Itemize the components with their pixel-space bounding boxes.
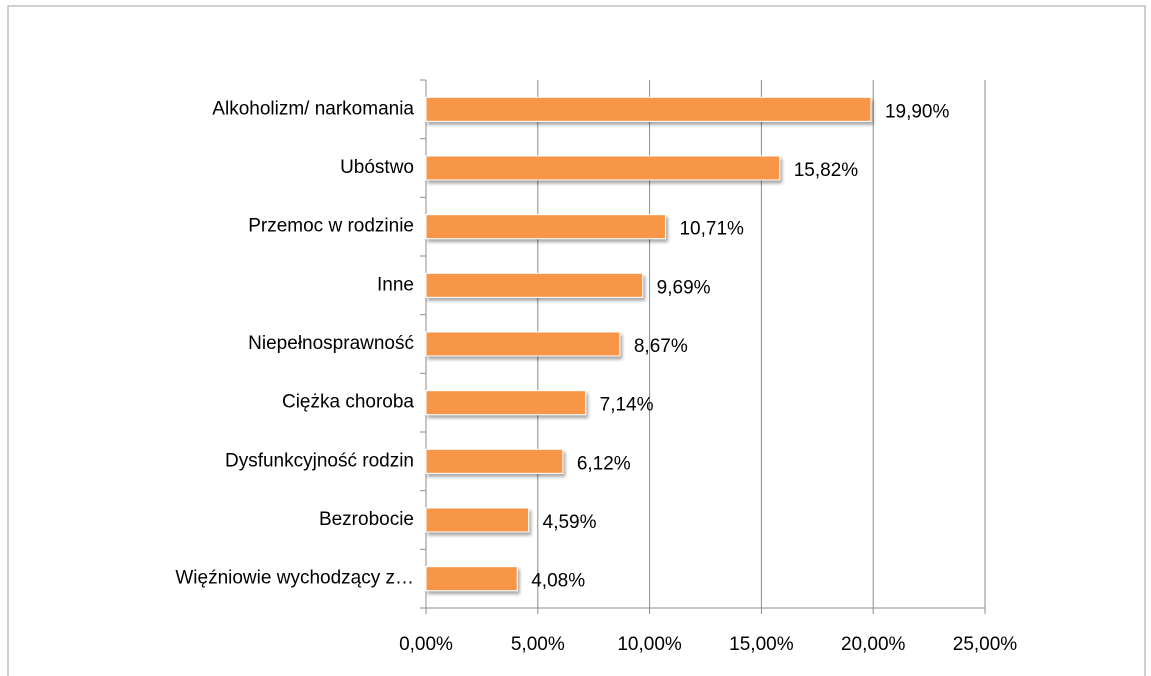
x-tick-label: 5,00%	[511, 634, 565, 655]
value-label: 19,90%	[885, 101, 950, 122]
y-tick-label: Więźniowie wychodzący z…	[175, 568, 414, 589]
y-tick-label: Dysfunkcyjność rodzin	[225, 450, 414, 471]
value-label: 9,69%	[657, 277, 711, 298]
value-label: 10,71%	[679, 219, 744, 240]
bar	[425, 272, 644, 298]
value-label: 4,08%	[531, 571, 585, 592]
value-label: 15,82%	[794, 160, 859, 181]
x-tick-label: 10,00%	[617, 634, 682, 655]
bar	[425, 214, 666, 240]
y-tick-label: Przemoc w rodzinie	[248, 216, 414, 237]
y-tick-label: Alkoholizm/ narkomania	[212, 98, 414, 119]
y-tick-label: Bezrobocie	[319, 509, 414, 530]
y-tick-label: Ubóstwo	[340, 157, 414, 178]
y-tick-label: Niepełnosprawność	[248, 333, 414, 354]
y-tick-label: Ciężka choroba	[282, 392, 414, 413]
x-tick-label: 15,00%	[729, 634, 794, 655]
bar	[425, 96, 872, 122]
chart-frame	[7, 5, 1146, 676]
bar	[425, 448, 564, 474]
bar	[425, 507, 530, 533]
value-label: 7,14%	[600, 395, 654, 416]
value-label: 8,67%	[634, 336, 688, 357]
value-label: 6,12%	[577, 453, 631, 474]
x-tick-label: 25,00%	[953, 634, 1018, 655]
x-tick-label: 0,00%	[399, 634, 453, 655]
x-tick-label: 20,00%	[841, 634, 906, 655]
bar	[425, 331, 621, 357]
bar	[425, 390, 587, 416]
bar	[425, 566, 518, 592]
y-tick-label: Inne	[377, 274, 414, 295]
bar	[425, 155, 781, 181]
value-label: 4,59%	[543, 512, 597, 533]
